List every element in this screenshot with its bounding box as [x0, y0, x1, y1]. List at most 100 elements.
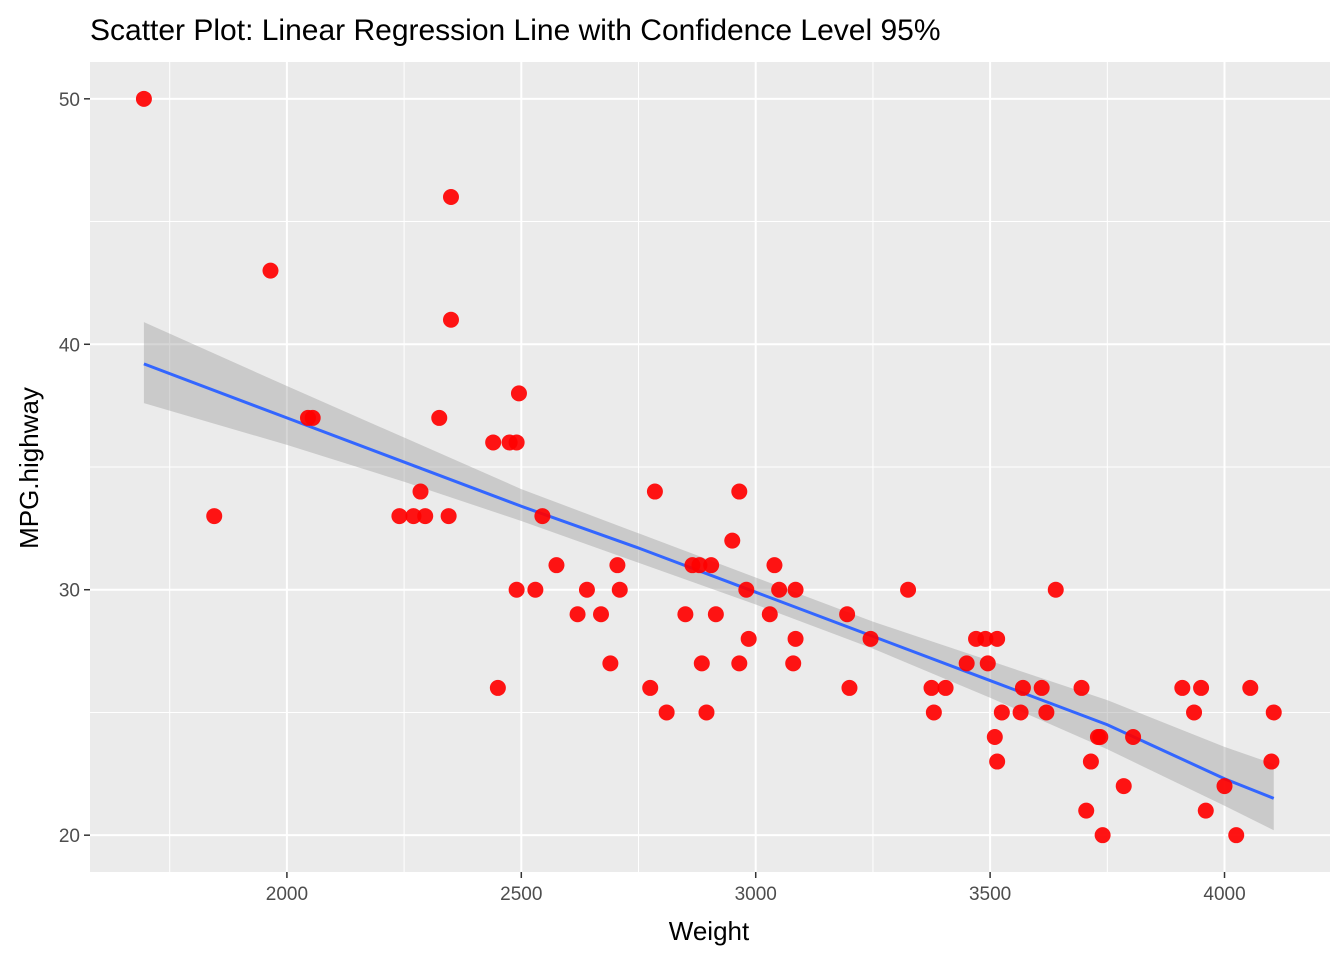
- data-point: [989, 753, 1006, 770]
- data-point: [900, 581, 917, 598]
- data-point: [766, 557, 783, 574]
- y-axis-ticks: 20 30 40 50: [59, 90, 90, 847]
- major-grid: [90, 62, 1330, 872]
- data-point: [417, 508, 434, 525]
- data-point: [262, 262, 279, 279]
- data-point: [1078, 802, 1095, 819]
- data-point: [442, 189, 459, 205]
- data-point: [609, 557, 626, 574]
- data-point: [1216, 778, 1233, 795]
- data-point: [989, 630, 1006, 647]
- data-point: [442, 311, 459, 328]
- x-tick-label: 2500: [500, 884, 542, 905]
- data-point: [534, 508, 551, 525]
- data-point: [1228, 827, 1245, 844]
- data-point: [548, 557, 565, 574]
- data-point: [862, 630, 879, 647]
- data-point: [304, 409, 321, 426]
- data-point: [527, 581, 544, 598]
- data-point: [841, 679, 858, 696]
- data-point: [658, 704, 675, 721]
- data-point: [1265, 704, 1282, 721]
- data-point: [703, 557, 720, 574]
- data-point: [839, 606, 856, 623]
- data-point: [787, 581, 804, 598]
- data-point: [1094, 827, 1111, 844]
- data-point: [1038, 704, 1055, 721]
- data-point: [569, 606, 586, 623]
- data-point: [405, 508, 422, 525]
- data-point: [1082, 753, 1099, 770]
- data-point: [925, 704, 942, 721]
- data-point: [646, 483, 663, 500]
- data-point: [602, 655, 619, 672]
- data-point: [986, 729, 1003, 745]
- data-point: [740, 630, 757, 647]
- data-point: [707, 606, 724, 623]
- data-point: [785, 655, 802, 672]
- data-point: [489, 679, 506, 696]
- data-point: [1174, 679, 1191, 696]
- data-point: [412, 483, 429, 500]
- data-point: [993, 704, 1010, 721]
- data-point: [510, 385, 527, 402]
- data-point: [508, 434, 525, 451]
- data-point: [1073, 679, 1090, 696]
- data-point: [431, 409, 448, 426]
- data-point: [691, 557, 708, 574]
- data-point: [761, 606, 778, 623]
- data-point: [731, 483, 748, 500]
- chart-title: Scatter Plot: Linear Regression Line wit…: [90, 14, 941, 47]
- y-axis-title: MPG.highway: [14, 387, 44, 549]
- confidence-band: [143, 322, 1274, 831]
- y-tick-label: 20: [59, 826, 80, 847]
- data-point: [787, 630, 804, 647]
- data-point: [206, 508, 223, 525]
- data-point: [578, 581, 595, 598]
- data-point: [1115, 778, 1132, 795]
- data-point: [1047, 581, 1064, 598]
- data-point: [1012, 704, 1029, 721]
- data-point: [642, 679, 659, 696]
- data-point: [937, 679, 954, 696]
- y-tick-label: 40: [59, 335, 80, 356]
- data-point: [677, 606, 694, 623]
- data-point: [1186, 704, 1203, 721]
- data-point: [1092, 729, 1109, 745]
- x-tick-label: 3000: [735, 884, 777, 905]
- y-tick-label: 30: [59, 581, 80, 602]
- data-point: [1014, 679, 1031, 696]
- data-point: [440, 508, 457, 525]
- data-point: [1033, 679, 1050, 696]
- data-point: [693, 655, 710, 672]
- data-point: [979, 655, 996, 672]
- data-point: [731, 655, 748, 672]
- data-point: [771, 581, 788, 598]
- data-point: [738, 581, 755, 598]
- data-point: [508, 581, 525, 598]
- data-point: [391, 508, 408, 525]
- data-point: [1193, 679, 1210, 696]
- y-tick-label: 50: [59, 90, 80, 111]
- data-point: [1242, 679, 1259, 696]
- x-tick-label: 2000: [266, 884, 308, 905]
- x-axis-ticks: 2000 2500 3000 3500 4000: [266, 872, 1246, 905]
- data-point: [698, 704, 715, 721]
- x-tick-label: 3500: [969, 884, 1011, 905]
- data-point: [1125, 729, 1142, 745]
- data-points: [135, 90, 1282, 844]
- data-point: [724, 532, 741, 549]
- data-point: [1263, 753, 1280, 770]
- regression-line: [143, 362, 1275, 800]
- data-point: [611, 581, 628, 598]
- data-point: [593, 606, 610, 623]
- x-tick-label: 4000: [1203, 884, 1245, 905]
- data-point: [1197, 802, 1214, 819]
- data-point: [485, 434, 502, 451]
- data-point: [923, 679, 940, 696]
- data-point: [958, 655, 975, 672]
- data-point: [977, 630, 994, 647]
- x-axis-title: Weight: [669, 916, 750, 946]
- data-point: [135, 90, 152, 107]
